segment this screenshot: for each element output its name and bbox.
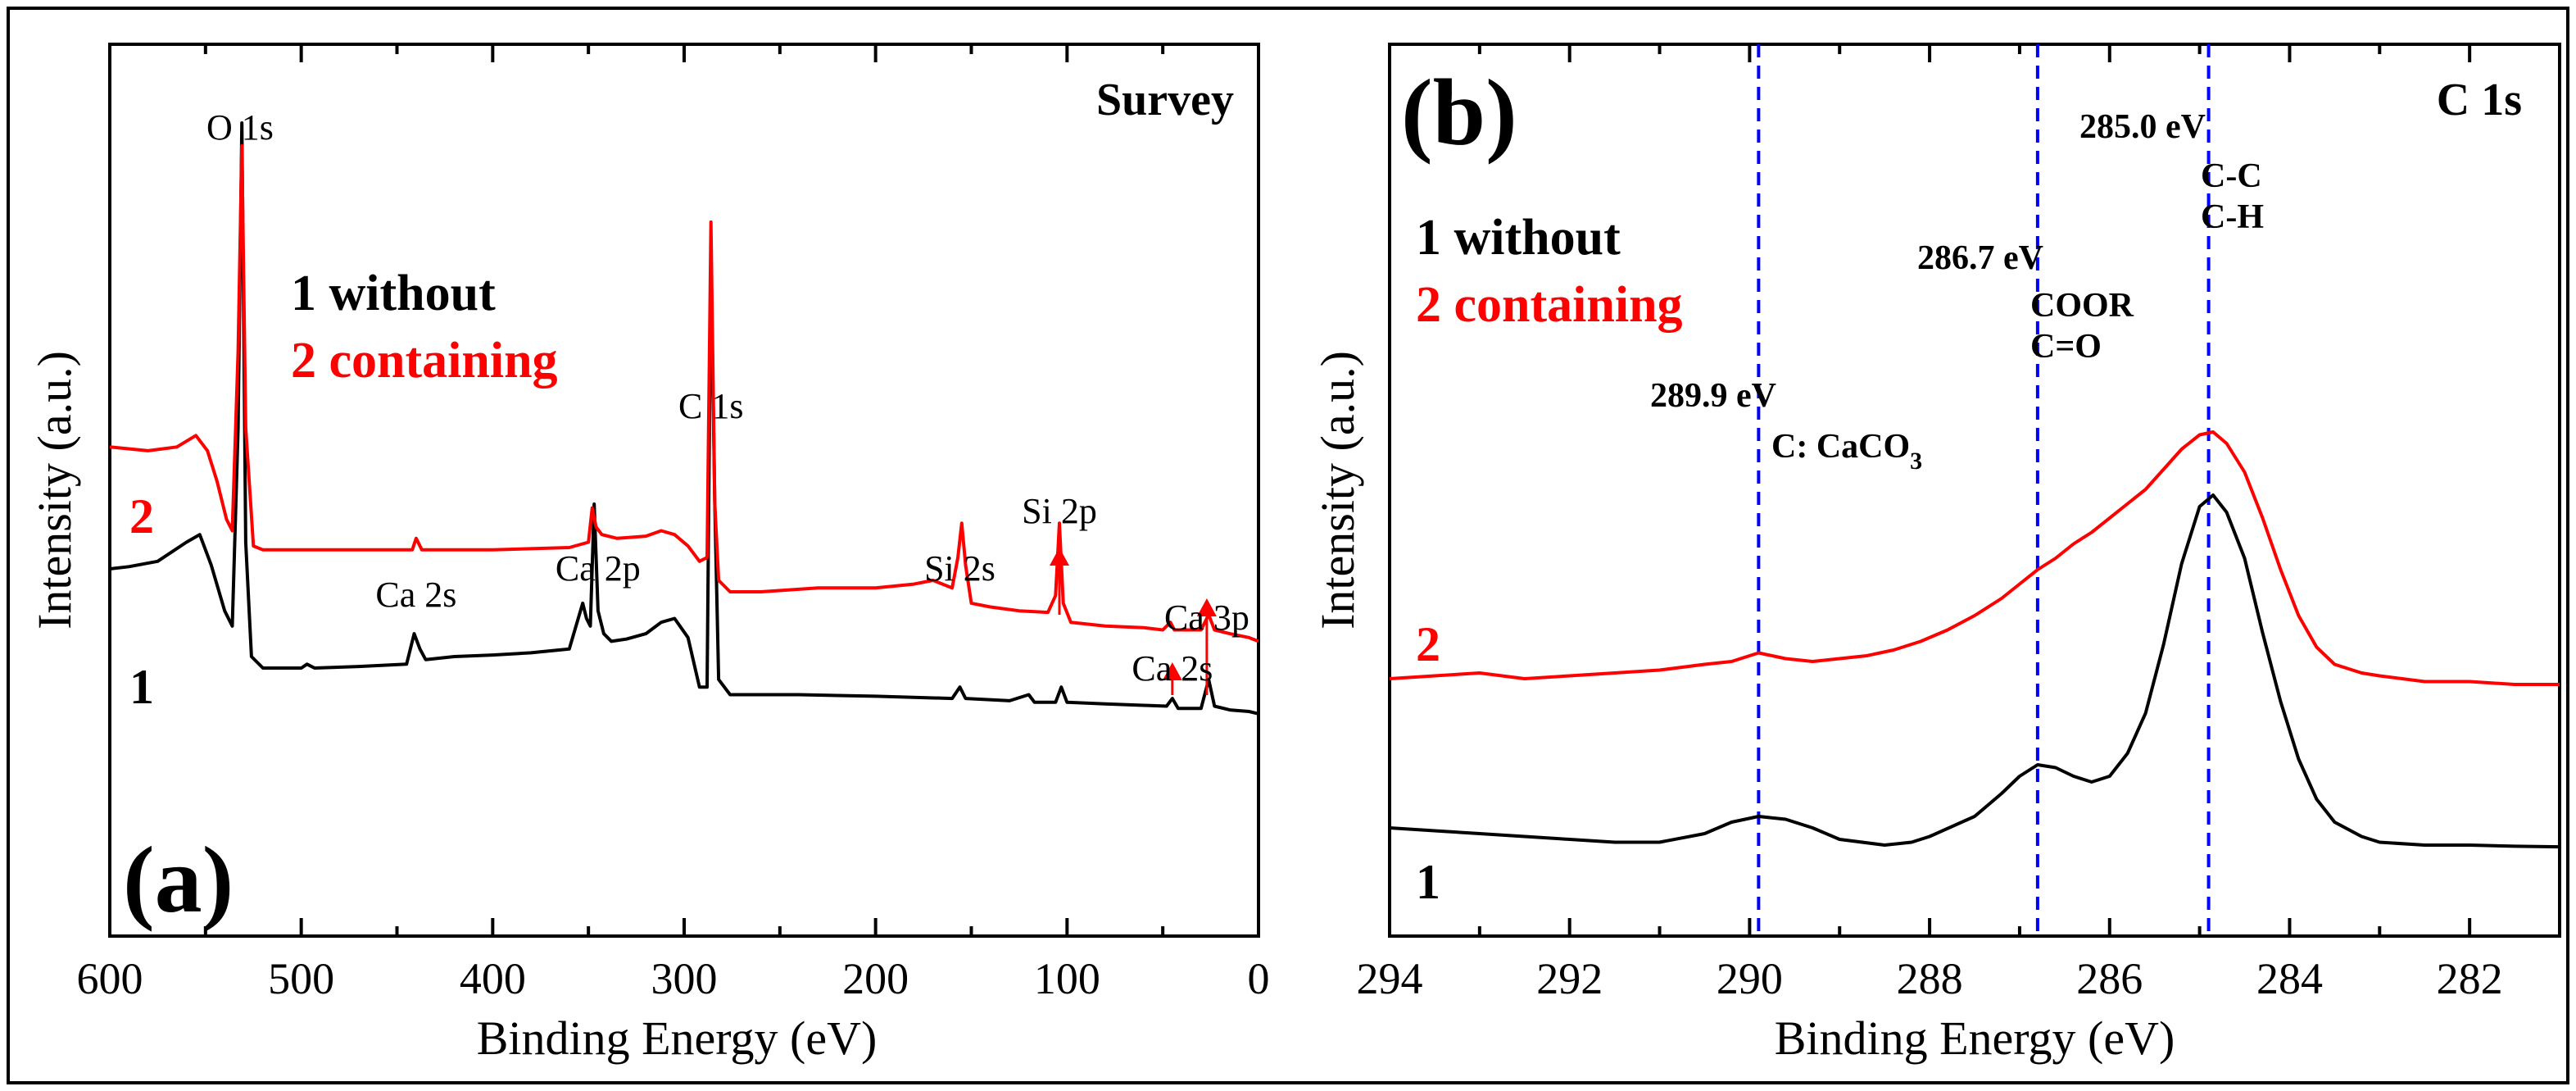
annotation-289-energy: 289.9 eV (1650, 377, 1776, 415)
panel-a-series (109, 121, 1259, 716)
peak-label: Si 2s (924, 548, 995, 589)
x-tick-label: 284 (2256, 954, 2323, 1003)
peak-label: Si 2p (1022, 491, 1097, 531)
x-tick-label: 300 (651, 954, 718, 1003)
peak-label: C 1s (678, 386, 743, 426)
annotation-285-line2: C-H (2201, 198, 2264, 236)
x-tick-label: 500 (268, 954, 334, 1003)
annotation-286-energy: 286.7 eV (1917, 239, 2043, 277)
peak-arrow-head (1049, 548, 1069, 566)
panel-b-title: C 1s (2437, 75, 2522, 125)
annotation-286-line2: C=O (2030, 328, 2102, 366)
panel-a-legend-2: 2 containing (291, 333, 558, 389)
figure-frame (7, 7, 2569, 1084)
panel-b-letter: (b) (1401, 61, 1517, 166)
annotation-285-line1: C-C (2201, 157, 2262, 195)
x-tick-label: 100 (1034, 954, 1100, 1003)
peak-label: Ca 2p (556, 548, 641, 589)
panel-a-letter: (a) (123, 828, 234, 933)
panel-a-curve-label-2: 2 (129, 489, 154, 543)
annotation-289-assignment: C: CaCO3 (1771, 428, 1922, 475)
panel-a-x-axis-title: Binding Energy (eV) (477, 1011, 878, 1065)
panel-a-y-axis-title: Intensity (a.u.) (28, 351, 81, 630)
panel-b-legend-1: 1 without (1416, 210, 1621, 266)
series-line-2 (1389, 430, 2560, 686)
panel-a-peak-labels: O 1s C 1s Ca 2s Ca 2p Si 2s Si 2p Ca 2s Ca 3p (206, 107, 1249, 689)
x-tick-label: 292 (1536, 954, 1603, 1003)
panel-b-x-ticks: 294 292 290 288 286 284 282 (1357, 44, 2503, 1003)
series-line-1 (1389, 493, 2560, 849)
panel-b-plot-border (1388, 43, 2561, 938)
panel-b: 294 292 290 288 286 284 282 C 1s (b) 1 without… (1311, 43, 2561, 1065)
peak-label: O 1s (206, 107, 274, 148)
annotation-286-line1: COOR (2030, 287, 2134, 325)
annotation-289-assignment-main: C: CaCO (1771, 428, 1910, 466)
x-tick-label: 294 (1357, 954, 1423, 1003)
peak-label: Ca 2s (375, 575, 456, 615)
annotation-289-assignment-subscript: 3 (1910, 448, 1922, 475)
panel-b-reference-lines (1757, 44, 2211, 936)
panel-a-plot-border (108, 43, 1260, 938)
panel-b-x-axis-title: Binding Energy (eV) (1775, 1011, 2175, 1065)
peak-label: Ca 3p (1164, 598, 1249, 638)
series-line-2 (109, 143, 1259, 643)
series-line-1 (109, 121, 1259, 716)
x-tick-label: 282 (2437, 954, 2503, 1003)
x-tick-label: 288 (1897, 954, 1963, 1003)
x-tick-label: 0 (1248, 954, 1270, 1003)
panel-a-curve-label-1: 1 (129, 660, 154, 714)
x-tick-label: 400 (460, 954, 526, 1003)
peak-arrow-head (1196, 598, 1217, 616)
annotation-285-energy: 285.0 eV (2079, 108, 2206, 146)
peak-arrow-head (1162, 662, 1182, 680)
panel-a-title: Survey (1096, 75, 1234, 125)
panel-b-curve-label-2: 2 (1416, 617, 1440, 671)
x-tick-label: 200 (842, 954, 909, 1003)
panel-b-curve-label-1: 1 (1416, 855, 1440, 909)
panel-b-series (1389, 430, 2560, 849)
x-tick-label: 600 (77, 954, 143, 1003)
panel-b-legend-2: 2 containing (1416, 277, 1683, 333)
x-tick-label: 286 (2076, 954, 2143, 1003)
panel-b-y-axis-title: Intensity (a.u.) (1311, 351, 1364, 630)
x-tick-label: 290 (1717, 954, 1783, 1003)
panel-a-arrows (1049, 548, 1217, 695)
panel-a-x-ticks: 600 500 400 300 200 100 0 (77, 44, 1270, 1003)
panel-a-legend-1: 1 without (291, 266, 496, 321)
peak-label: Ca 2s (1132, 648, 1213, 689)
panel-a: 600 500 400 300 200 100 0 O 1s C 1s Ca 2s Ca 2p Si… (28, 43, 1270, 1065)
